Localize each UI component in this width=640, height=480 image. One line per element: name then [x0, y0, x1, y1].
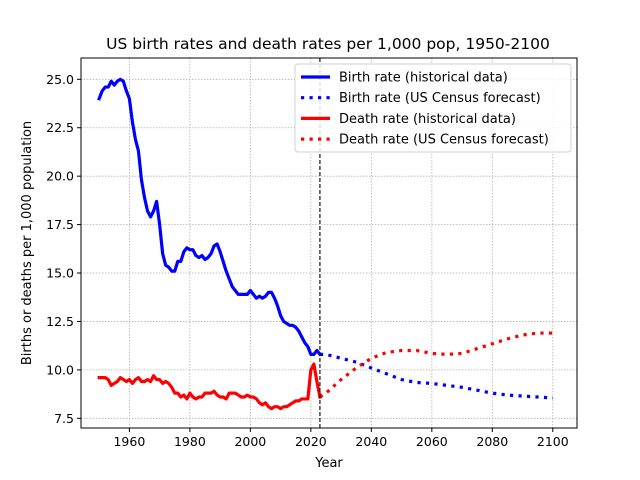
x-tick-label: 2040 [355, 434, 387, 449]
x-tick-label: 2020 [295, 434, 327, 449]
y-tick-label: 20.0 [46, 169, 74, 184]
y-tick-label: 22.5 [46, 120, 74, 135]
axis-ticks: 1960 1980 2000 2020 2040 2060 2080 2100 7.5 10.0 1… [46, 72, 569, 449]
legend-label: Death rate (historical data) [339, 112, 516, 127]
y-tick-label: 10.0 [46, 362, 74, 377]
y-tick-label: 15.0 [46, 266, 74, 281]
x-tick-label: 2000 [234, 434, 266, 449]
legend-label: Birth rate (US Census forecast) [339, 91, 541, 106]
y-tick-label: 7.5 [54, 411, 74, 426]
x-tick-label: 2100 [537, 434, 569, 449]
plot-frame [80, 57, 578, 429]
x-tick-label: 2080 [476, 434, 508, 449]
series-group [97, 77, 553, 411]
y-tick-label: 17.5 [46, 217, 74, 232]
series-line-2 [97, 362, 322, 411]
x-tick-label: 1960 [113, 434, 145, 449]
y-tick-label: 25.0 [46, 72, 74, 87]
x-tick-label: 1980 [174, 434, 206, 449]
chart-title: US birth rates and death rates per 1,000… [106, 35, 550, 53]
series-line-0 [97, 77, 323, 357]
legend-label: Death rate (US Census forecast) [339, 133, 549, 148]
series-line-1 [319, 352, 553, 400]
legend-label: Birth rate (historical data) [339, 71, 508, 86]
x-axis-label: Year [314, 456, 343, 471]
x-tick-label: 2060 [416, 434, 448, 449]
legend-box [294, 63, 572, 153]
y-axis-label: Births or deaths per 1,000 population [20, 121, 35, 365]
y-tick-label: 12.5 [46, 314, 74, 329]
legend: Birth rate (historical data) Birth rate (… [294, 63, 572, 153]
